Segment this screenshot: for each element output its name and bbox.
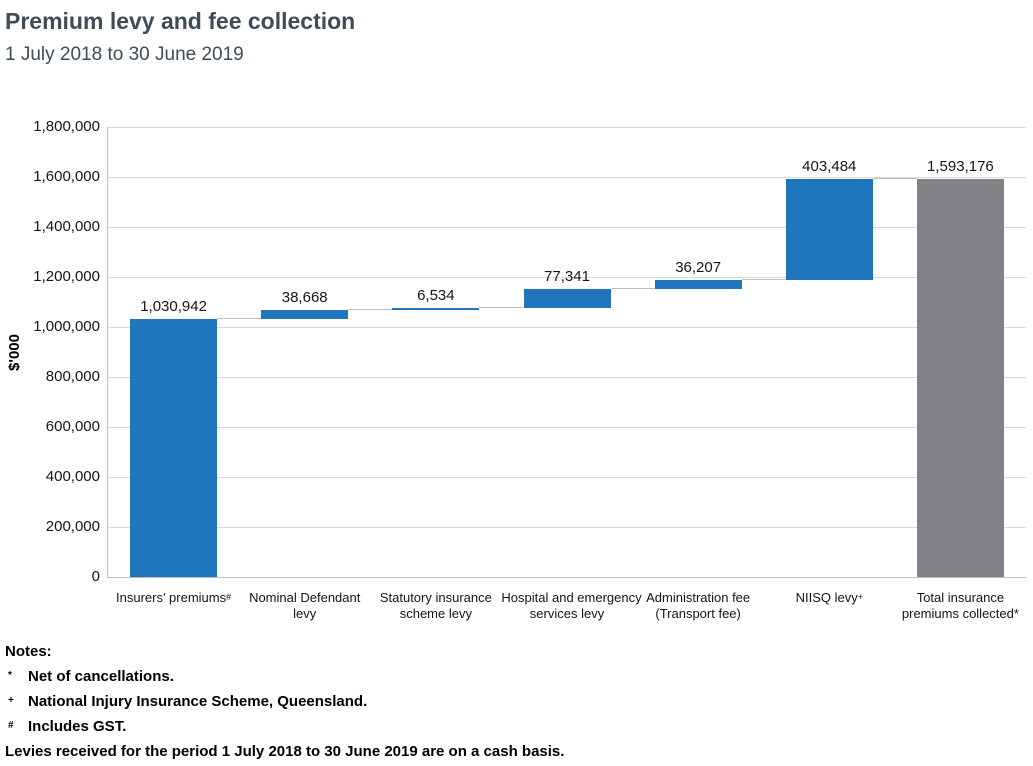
x-axis-category-label: NIISQ levy+ (764, 590, 895, 606)
note-item: + National Injury Insurance Scheme, Quee… (5, 694, 564, 710)
x-axis-label-line: services levy (529, 606, 605, 621)
note-item: * Net of cancellations. (5, 669, 564, 685)
waterfall-bar-delta (130, 319, 218, 577)
connector-line (872, 177, 917, 179)
bar-value-label: 403,484 (802, 157, 857, 175)
x-axis-label-line: Hospital and emergency (501, 590, 642, 605)
x-axis-category-label: Nominal Defendant levy (239, 590, 370, 622)
x-axis-label-line: Insurers' premiums# (116, 590, 232, 605)
y-tick-label: 1,200,000 (33, 268, 100, 285)
y-tick-label: 1,800,000 (33, 118, 100, 135)
y-tick-label: 400,000 (45, 468, 100, 485)
bar-value-label: 1,593,176 (927, 157, 994, 175)
x-axis-label-line: scheme levy (399, 606, 472, 621)
x-axis-label-line: (Transport fee) (655, 606, 741, 621)
waterfall-bar-delta (261, 309, 349, 320)
waterfall-bar-delta (785, 178, 873, 280)
y-tick-label: 1,400,000 (33, 218, 100, 235)
y-axis-title: $'000 (0, 127, 28, 577)
note-marker: * (8, 670, 12, 681)
note-text: Includes GST. (28, 718, 127, 735)
connector-line (610, 287, 655, 289)
x-axis-category-label: Insurers' premiums# (108, 590, 239, 606)
bar-value-label: 77,341 (544, 267, 590, 285)
gridline (108, 177, 1026, 178)
x-axis-label-line: NIISQ levy+ (795, 590, 863, 605)
note-item: # Includes GST. (5, 719, 564, 735)
waterfall-bar-delta (392, 307, 480, 310)
y-axis-title-text: $'000 (5, 333, 23, 371)
x-axis-label-line: Nominal Defendant (249, 590, 361, 605)
gridline (108, 277, 1026, 278)
footnote-marker: # (226, 592, 232, 602)
connector-line (348, 308, 393, 310)
connector-line (217, 318, 262, 320)
y-tick-label: 800,000 (45, 368, 100, 385)
notes-footer: Levies received for the period 1 July 20… (5, 743, 565, 760)
gridline (108, 527, 1026, 528)
x-axis-category-label: Hospital and emergency services levy (501, 590, 642, 622)
gridline (108, 477, 1026, 478)
connector-line (479, 306, 524, 308)
bar-value-label: 1,030,942 (140, 298, 207, 316)
x-axis-label-line: Total insurance (916, 590, 1005, 605)
bar-value-label: 6,534 (417, 286, 455, 304)
y-tick-label: 200,000 (45, 518, 100, 535)
note-marker: # (8, 720, 14, 731)
note-text: National Injury Insurance Scheme, Queens… (28, 693, 368, 710)
waterfall-bar-delta (654, 279, 742, 289)
y-tick-label: 0 (91, 568, 100, 585)
note-marker: + (8, 695, 14, 706)
bar-value-label: 38,668 (281, 288, 328, 306)
y-tick-label: 1,000,000 (33, 318, 100, 335)
chart-subtitle: 1 July 2018 to 30 June 2019 (5, 44, 244, 65)
x-axis-label-line: Statutory insurance (379, 590, 492, 605)
y-tick-label: 1,600,000 (33, 168, 100, 185)
x-axis-label-line: premiums collected* (901, 606, 1019, 621)
footnote-marker: + (857, 592, 863, 602)
gridline (108, 427, 1026, 428)
bar-value-label: 36,207 (675, 258, 722, 276)
y-tick-label: 600,000 (45, 418, 100, 435)
gridline (108, 227, 1026, 228)
x-axis-category-label: Statutory insurance scheme levy (370, 590, 501, 622)
chart-title: Premium levy and fee collection (5, 8, 356, 34)
waterfall-chart-plot-area: 1,030,942 Insurers' premiums# 38,668 Nomina… (107, 127, 1026, 621)
x-axis-label-line: levy (293, 606, 317, 621)
gridline (108, 377, 1026, 378)
notes-heading: Notes: (5, 643, 52, 660)
notes-section: Notes: * Net of cancellations. + Nationa… (5, 644, 564, 760)
gridline (108, 127, 1026, 128)
connector-line (741, 278, 786, 280)
x-axis-category-label: Total insurance premiums collected* (895, 590, 1026, 622)
x-axis-label-line: Administration fee (646, 590, 751, 605)
waterfall-bar-delta (523, 288, 611, 308)
note-text: Net of cancellations. (28, 668, 174, 685)
waterfall-bar-total (916, 178, 1004, 577)
x-axis-category-label: Administration fee (Transport fee) (633, 590, 764, 622)
gridline (108, 327, 1026, 328)
